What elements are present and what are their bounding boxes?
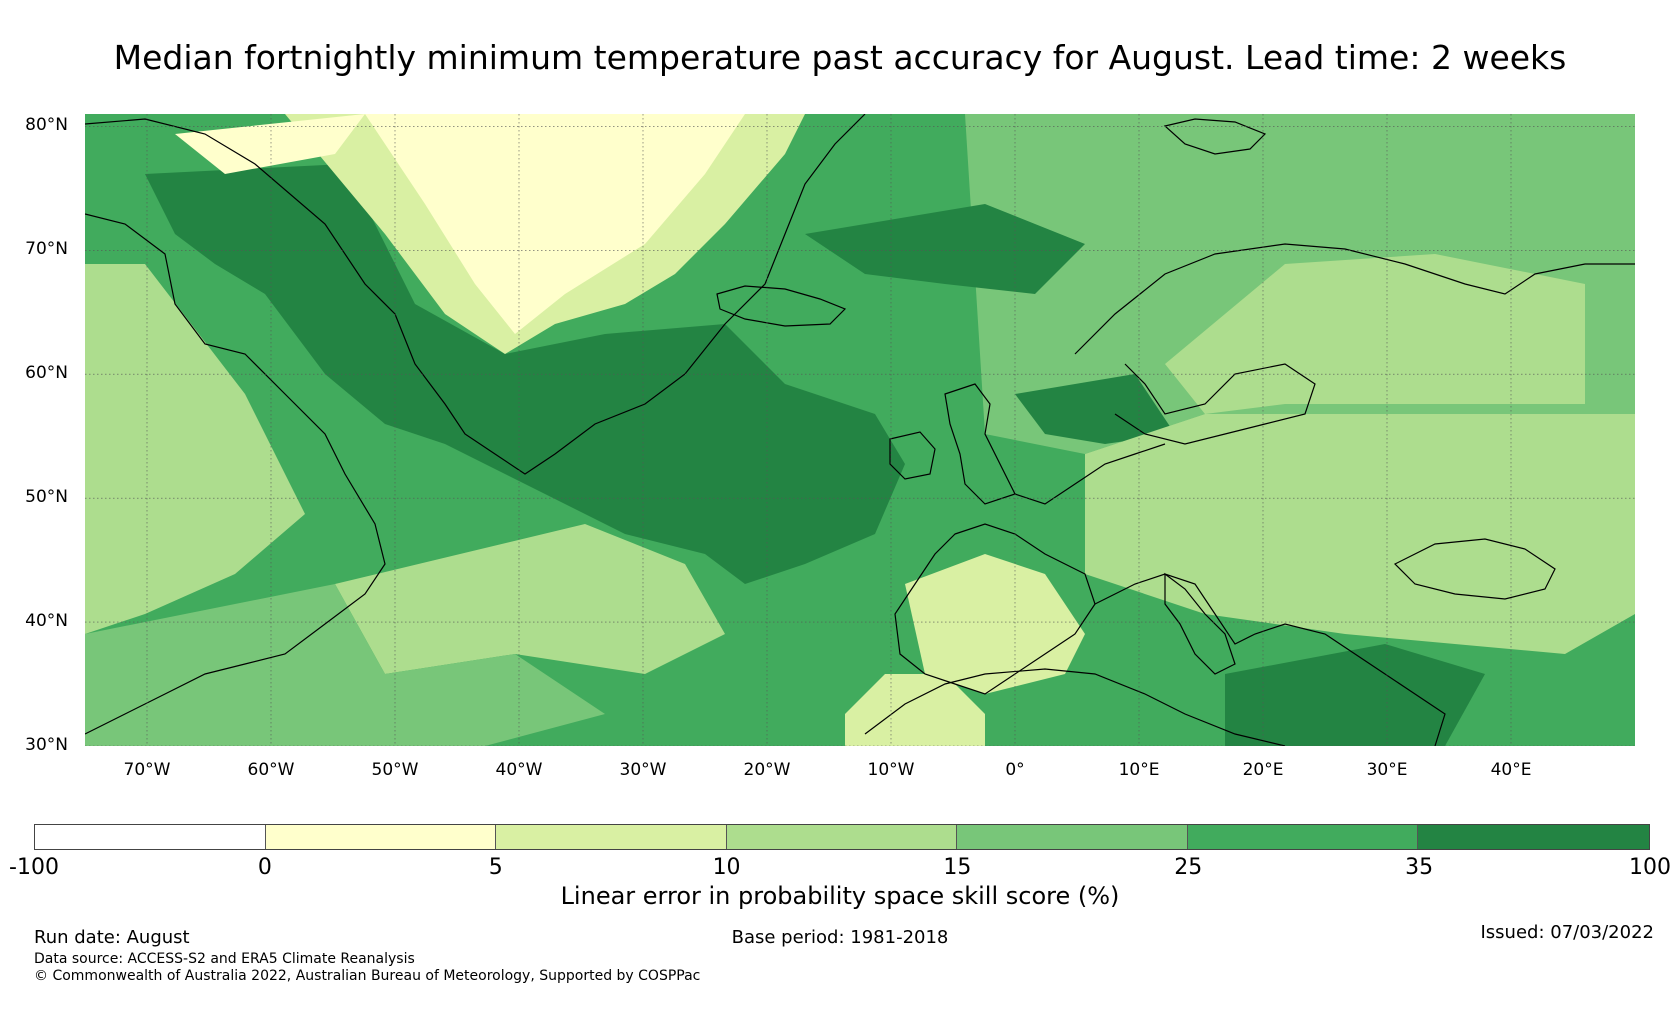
colorbar: [34, 824, 1650, 850]
black-sea-coastline: [1393, 538, 1556, 600]
colorbar-tick-label: 35: [1405, 855, 1434, 880]
longitude-tick-label: 10°W: [867, 760, 915, 780]
longitude-tick-label: 20°W: [743, 760, 791, 780]
scandinavia-coastline: [1074, 243, 1635, 355]
region-north-africa: [845, 674, 985, 746]
longitude-tick-label: 40°E: [1490, 760, 1532, 780]
run-date: Run date: August: [34, 927, 190, 948]
coastlines: [85, 114, 1635, 746]
colorbar-segment: [1187, 825, 1419, 849]
latitude-tick-label: 50°N: [25, 487, 68, 508]
colorbar-tick-label: 15: [943, 855, 972, 880]
skill-score-map: [85, 114, 1635, 746]
region-sub-tropical-atlantic: [85, 584, 605, 746]
colorbar-segment: [496, 825, 727, 849]
region-north-sea: [1015, 374, 1175, 444]
longitude-tick-label: 30°W: [619, 760, 667, 780]
mediterranean-coastline: [1094, 573, 1446, 746]
colorbar-segment: [265, 825, 497, 849]
region-mid-atlantic-low-skill: [335, 524, 725, 674]
iceland-coastline: [716, 285, 847, 327]
region-iberia: [905, 554, 1085, 694]
region-high-arctic-low-skill: [175, 114, 365, 174]
colorbar-tick-label: -100: [9, 855, 59, 880]
latitude-tick-label: 60°N: [25, 363, 68, 384]
region-canada-land: [85, 264, 305, 634]
longitude-tick-label: 40°W: [495, 760, 543, 780]
region-europe-land: [1085, 414, 1635, 654]
colorbar-label: Linear error in probability space skill …: [560, 882, 1120, 910]
copyright: © Commonwealth of Australia 2022, Austra…: [34, 968, 701, 984]
data-source: Data source: ACCESS-S2 and ERA5 Climate …: [34, 951, 415, 967]
italy-coastline: [1164, 572, 1236, 675]
latitude-tick-label: 70°N: [25, 239, 68, 260]
colorbar-segment: [1418, 825, 1650, 849]
colorbar-tick-label: 5: [488, 855, 503, 880]
colorbar-segment: [35, 825, 266, 849]
longitude-tick-label: 50°W: [371, 760, 419, 780]
canada-coastline: [85, 213, 386, 735]
longitude-tick-label: 0°: [1005, 760, 1025, 780]
baltic-coastline: [1114, 363, 1316, 445]
svalbard-coastline: [1163, 118, 1267, 155]
longitude-tick-label: 30°E: [1366, 760, 1408, 780]
colorbar-tick-label: 0: [257, 855, 272, 880]
gridlines: [85, 114, 1635, 746]
greenland-coastline: [85, 114, 866, 475]
issued-date: Issued: 07/03/2022: [1480, 922, 1654, 943]
colorbar-segment: [957, 825, 1188, 849]
latitude-tick-label: 80°N: [25, 115, 68, 136]
colorbar-segment: [726, 825, 958, 849]
europe-coastline: [1014, 443, 1166, 505]
longitude-tick-label: 10°E: [1118, 760, 1160, 780]
latitude-tick-label: 40°N: [25, 611, 68, 632]
base-period: Base period: 1981-2018: [731, 927, 949, 948]
north-africa-coastline: [864, 668, 1286, 746]
map-canvas: [85, 114, 1635, 746]
map-title: Median fortnightly minimum temperature p…: [113, 38, 1567, 77]
region-greenland-low-skill: [365, 114, 745, 334]
longitude-tick-label: 60°W: [247, 760, 295, 780]
region-eastern-mediterranean: [1225, 644, 1485, 746]
colorbar-tick-label: 100: [1629, 855, 1671, 880]
colorbar-tick-label: 10: [712, 855, 741, 880]
latitude-tick-label: 30°N: [25, 735, 68, 755]
colorbar-tick-label: 25: [1174, 855, 1203, 880]
ireland-coastline: [889, 431, 936, 480]
longitude-tick-label: 20°E: [1242, 760, 1284, 780]
longitude-tick-label: 70°W: [123, 760, 171, 780]
